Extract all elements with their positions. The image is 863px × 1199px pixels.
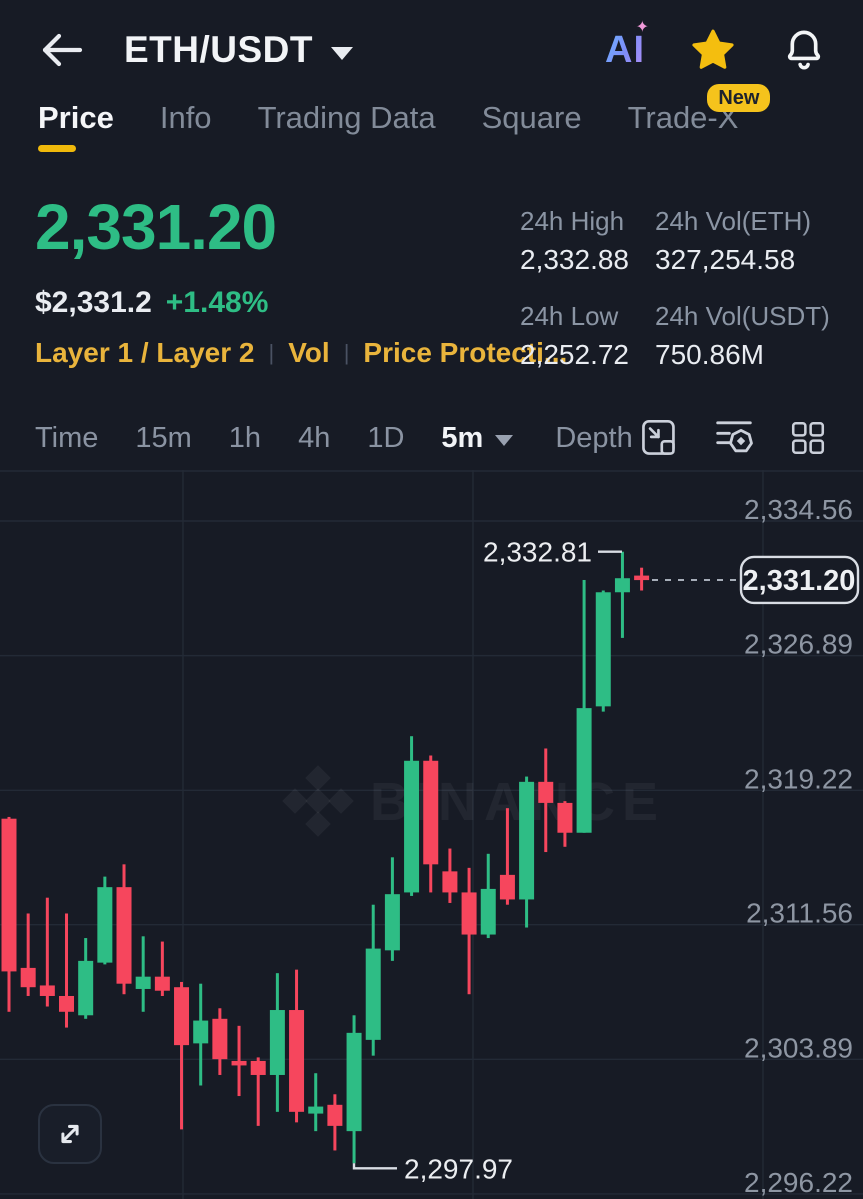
ai-assistant-icon[interactable]: AI ✦ <box>605 18 649 71</box>
candle <box>97 876 113 965</box>
interval-15m[interactable]: 15m <box>135 421 192 454</box>
back-button[interactable] <box>38 30 84 70</box>
chevron-down-icon <box>331 46 353 60</box>
candle <box>365 904 381 1056</box>
binance-watermark: BINANCE <box>282 765 658 837</box>
y-axis-label: 2,319.22 <box>744 763 853 794</box>
depth-toggle[interactable]: Depth <box>555 421 633 454</box>
tab-trade-x[interactable]: Trade-X New <box>628 84 771 152</box>
candle <box>78 938 94 1019</box>
candle <box>346 1015 362 1164</box>
expand-chart-button[interactable] <box>38 1104 102 1164</box>
y-axis-label: 2,303.89 <box>744 1032 853 1063</box>
candle <box>212 1008 228 1075</box>
candle <box>634 567 650 591</box>
candle <box>308 1073 324 1132</box>
svg-text:2,331.20: 2,331.20 <box>743 565 856 597</box>
y-axis-label: 2,311.56 <box>746 898 853 929</box>
candle <box>154 941 170 996</box>
tag-vol[interactable]: Vol <box>288 337 330 368</box>
y-axis-label: 2,334.56 <box>744 494 853 525</box>
pair-selector[interactable]: ETH/USDT <box>124 29 353 71</box>
candle <box>39 897 55 1007</box>
candle <box>404 736 420 896</box>
pair-title: ETH/USDT <box>124 29 313 70</box>
new-badge: New <box>707 84 771 112</box>
interval-selected-5m[interactable]: 5m <box>441 422 514 455</box>
tab-price[interactable]: Price <box>38 100 114 152</box>
favorite-star-icon[interactable] <box>689 26 737 74</box>
stat-24h-low: 24h Low 2,252.72 <box>520 301 629 370</box>
stat-24h-vol-usdt: 24h Vol(USDT) 750.86M <box>655 301 830 370</box>
candle <box>327 1094 343 1151</box>
last-price: 2,331.20 <box>35 191 277 263</box>
header: ETH/USDT AI ✦ <box>0 0 863 90</box>
candle <box>20 913 36 996</box>
candle <box>423 755 439 893</box>
candle <box>538 748 554 853</box>
y-axis-label: 2,296.22 <box>744 1167 853 1198</box>
candle <box>519 776 535 928</box>
candle <box>174 981 190 1130</box>
candle <box>289 969 305 1123</box>
chart-toolbar: Time 15m 1h 4h 1D 5m Depth <box>0 414 863 462</box>
interval-1h[interactable]: 1h <box>228 421 262 454</box>
candle <box>557 801 573 847</box>
high-annotation: 2,332.81 <box>483 537 592 568</box>
back-arrow-icon <box>42 33 83 67</box>
candle <box>250 1057 266 1126</box>
stat-24h-high: 24h High 2,332.88 <box>520 206 629 275</box>
candle <box>576 579 592 833</box>
tab-info[interactable]: Info <box>159 100 212 135</box>
y-axis-label: 2,326.89 <box>744 629 853 660</box>
token-tags: Layer 1 / Layer 2 | Vol | Price Protecti… <box>35 337 568 368</box>
tab-bar: Price Info Trading Data Square Trade-X N… <box>38 84 771 152</box>
fiat-price: $2,331.2 <box>35 286 152 319</box>
tab-trading-data[interactable]: Trading Data <box>257 100 436 135</box>
expand-icon <box>61 1124 79 1144</box>
layout-grid-icon[interactable] <box>789 417 827 459</box>
candle <box>59 913 75 1028</box>
chevron-down-icon <box>495 434 514 446</box>
change-percent: +1.48% <box>165 286 269 319</box>
candle <box>480 853 496 939</box>
candle <box>461 867 477 995</box>
notifications-bell-icon[interactable] <box>781 26 827 74</box>
current-price-tag <box>739 555 860 605</box>
tab-square[interactable]: Square <box>481 100 582 135</box>
candle <box>1 816 17 1012</box>
candle <box>442 848 458 903</box>
sparkle-icon: ✦ <box>635 18 649 36</box>
stat-24h-vol-eth: 24h Vol(ETH) 327,254.58 <box>655 206 812 275</box>
candle <box>384 857 400 961</box>
candle <box>499 808 515 905</box>
chart-area: BINANCE 2,332.81 2,297.97 2,334.56 2,326.89 2… <box>0 470 863 1199</box>
candle <box>116 864 132 995</box>
candle <box>614 551 630 638</box>
chart-scale-icon[interactable] <box>639 417 679 459</box>
indicators-icon[interactable] <box>712 417 756 459</box>
interval-time[interactable]: Time <box>35 421 99 454</box>
low-annotation: 2,297.97 <box>404 1153 513 1184</box>
candle <box>193 983 209 1086</box>
candlestick-chart[interactable]: BINANCE 2,332.81 2,297.97 2,334.56 2,326.89 2… <box>0 470 863 1199</box>
tag-layer[interactable]: Layer 1 / Layer 2 <box>35 337 255 368</box>
interval-1d[interactable]: 1D <box>367 421 405 454</box>
interval-4h[interactable]: 4h <box>298 421 331 454</box>
candle <box>595 590 611 712</box>
candle <box>231 1025 247 1097</box>
tag-price-protection[interactable]: Price Protecti... <box>363 337 568 368</box>
candle <box>135 936 151 1012</box>
candle <box>269 973 285 1112</box>
